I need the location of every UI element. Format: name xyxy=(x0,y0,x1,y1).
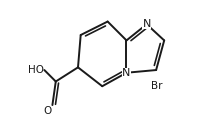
Text: N: N xyxy=(143,19,151,29)
Text: Br: Br xyxy=(151,81,163,91)
Text: O: O xyxy=(44,106,52,116)
Text: N: N xyxy=(122,68,131,78)
Text: HO: HO xyxy=(28,65,44,75)
